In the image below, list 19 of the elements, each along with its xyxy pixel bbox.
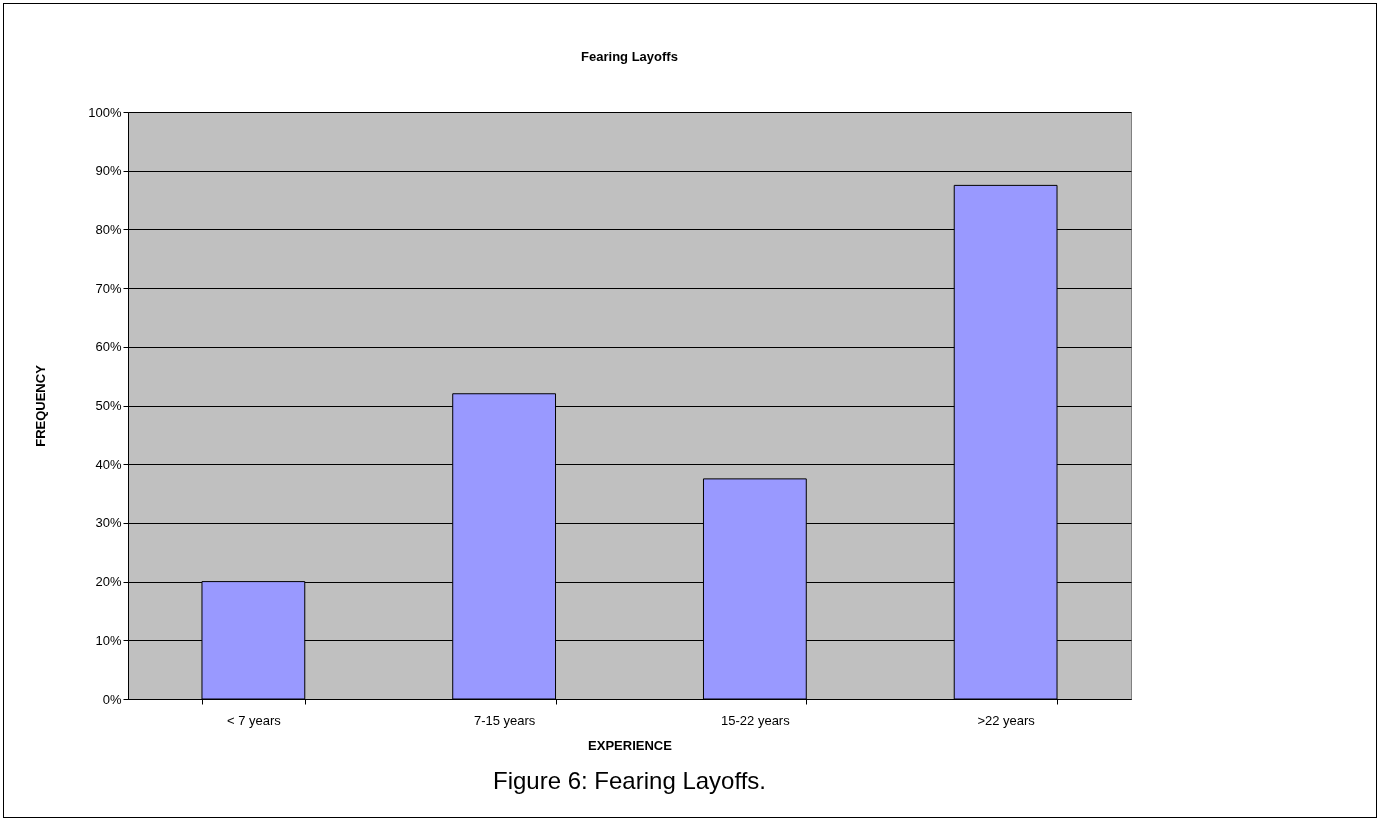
- y-tick-label: 100%: [88, 104, 122, 120]
- y-tick-label: 50%: [95, 398, 122, 413]
- y-tick-label: 40%: [95, 456, 122, 472]
- x-tick-label: < 7 years: [226, 712, 282, 728]
- caption: Figure 6: Fearing Layoffs.: [492, 767, 767, 794]
- y-tick-label: 80%: [95, 221, 122, 237]
- x-axis-title: EXPERIENCE: [588, 737, 673, 753]
- y-tick-label: 20%: [95, 574, 122, 590]
- y-tick-label: 90%: [95, 163, 122, 179]
- x-tick-label: >22 years: [977, 712, 1036, 728]
- y-tick-label: 30%: [95, 515, 122, 531]
- y-tick-label: 10%: [95, 632, 122, 648]
- y-tick-label: 60%: [95, 339, 122, 355]
- x-tick-label: 7-15 years: [473, 712, 536, 728]
- y-tick-label: 0%: [102, 691, 122, 707]
- x-tick-label: 15-22 years: [721, 712, 791, 728]
- y-axis-title: FREQUENCY: [33, 364, 49, 447]
- y-tick-label: 70%: [95, 280, 122, 296]
- chart-title: Fearing Layoffs: [581, 49, 678, 64]
